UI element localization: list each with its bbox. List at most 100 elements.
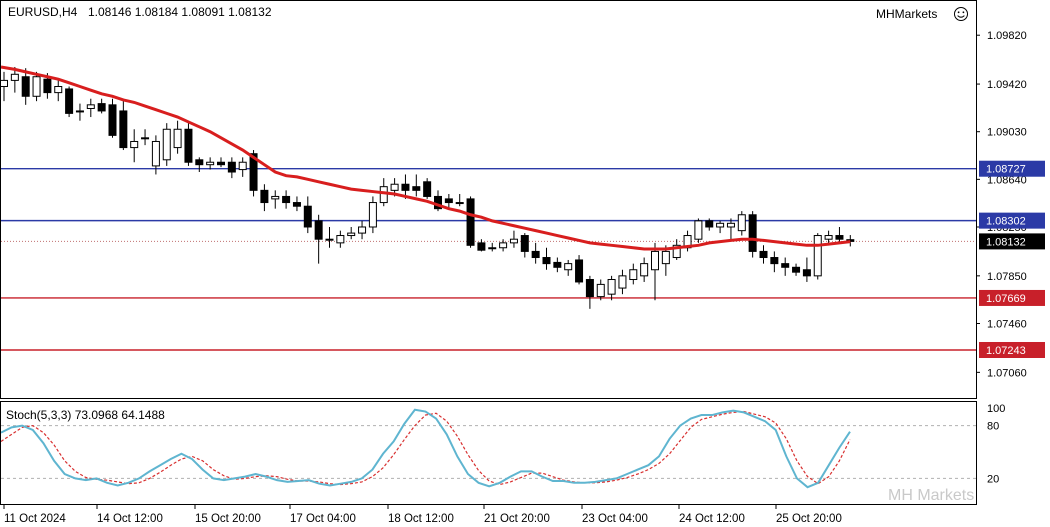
symbol-label: EURUSD,H4	[8, 5, 78, 19]
candle	[542, 247, 551, 270]
candle	[282, 190, 291, 209]
candle-body-bear	[119, 110, 128, 149]
level-price-tag	[979, 341, 1045, 358]
candle	[434, 190, 442, 212]
candle-body-bear	[314, 220, 323, 240]
candle-body-bear	[401, 183, 410, 191]
candle-body-bear	[759, 250, 768, 259]
price-tick-label: 1.09420	[987, 79, 1027, 91]
candle-body-bear	[249, 153, 258, 191]
candle	[802, 257, 811, 282]
candle	[607, 275, 616, 301]
candle-body-bull	[672, 244, 681, 259]
candles	[0, 66, 855, 309]
price-tick-label: 1.08640	[987, 174, 1027, 186]
candle-body-bear	[477, 242, 486, 251]
candle-body-bull	[0, 79, 8, 88]
candle	[108, 98, 117, 138]
candle-body-bull	[716, 222, 725, 228]
candle-body-bear	[217, 161, 225, 166]
price-axis: 1.098201.094201.090301.086401.082501.078…	[976, 30, 1045, 379]
candle-body-bear	[292, 202, 301, 207]
time-tick-label: 25 Oct 20:00	[776, 513, 842, 525]
stochastic-label: Stoch(5,3,3) 73.0968 64.1488	[6, 408, 165, 422]
candle	[759, 245, 768, 264]
candle-body-bull	[455, 202, 464, 205]
candle-body-bull	[629, 269, 638, 281]
level-price-tag-label: 1.08302	[986, 216, 1026, 228]
stoch-tick-label: 80	[987, 421, 999, 433]
candle	[86, 98, 95, 118]
smiley-icon[interactable]	[954, 7, 968, 21]
candle-body-bear	[542, 257, 551, 265]
candle	[75, 103, 84, 121]
stoch-tick-label: 20	[987, 473, 999, 485]
price-tick-label: 1.07060	[987, 367, 1027, 379]
level-price-tag-label: 1.07669	[986, 293, 1026, 305]
candle	[499, 239, 508, 252]
candle	[748, 211, 757, 258]
level-price-tag	[979, 160, 1045, 177]
stoch-signal-line	[0, 410, 851, 486]
candle-body-bull	[499, 242, 508, 249]
candle-body-bull	[607, 279, 616, 295]
candle-body-bull	[325, 238, 334, 241]
candle	[455, 194, 464, 207]
candle-body-bull	[336, 235, 345, 244]
candle	[520, 233, 529, 258]
candle-body-bear	[585, 279, 594, 298]
candle	[531, 242, 540, 264]
candle	[672, 239, 681, 260]
candle-body-bull	[271, 195, 280, 200]
candle-body-bear	[227, 161, 236, 173]
candle	[770, 251, 779, 273]
candle-body-bull	[206, 161, 215, 166]
candle-body-bull	[618, 275, 627, 289]
candle	[694, 218, 703, 243]
candle-body-bull	[368, 202, 377, 228]
candle-body-bear	[748, 214, 757, 252]
candle	[629, 263, 638, 285]
candle	[358, 220, 367, 240]
candle	[162, 123, 171, 166]
broker-label: MHMarkets	[876, 7, 937, 21]
candle	[303, 196, 312, 234]
price-tick-label: 1.09820	[987, 30, 1027, 42]
candle-body-bear	[21, 76, 30, 97]
time-tick-label: 17 Oct 04:00	[290, 513, 356, 525]
candle	[444, 194, 453, 209]
candle	[596, 279, 605, 301]
candle-body-bull	[162, 128, 171, 161]
candle	[553, 257, 562, 273]
candle-body-bull	[651, 250, 659, 271]
candle	[10, 66, 19, 93]
candle	[585, 275, 594, 309]
candle-body-bull	[509, 238, 518, 244]
time-tick-label: 24 Oct 12:00	[679, 513, 745, 525]
time-tick-label: 14 Oct 12:00	[97, 513, 163, 525]
candle-body-bull	[238, 161, 247, 171]
candle	[227, 157, 236, 179]
candle	[640, 257, 649, 282]
candle-body-bull	[726, 222, 735, 228]
candle	[141, 129, 150, 146]
horizontal-levels	[1, 168, 976, 351]
candle	[336, 230, 345, 248]
stochastic-pane: 100 80 20	[0, 403, 1005, 489]
candle-body-bear	[97, 103, 106, 112]
candle	[726, 218, 735, 240]
current-price-tag	[979, 233, 1045, 250]
candle-body-bear	[531, 250, 540, 259]
candle-body-bear	[835, 235, 844, 240]
candle-body-bear	[184, 128, 193, 163]
candle-body-bull	[596, 283, 605, 298]
candle-body-bull	[75, 110, 84, 113]
candle	[325, 226, 334, 248]
candle-body-bear	[520, 235, 529, 252]
candle	[206, 157, 215, 170]
level-price-tag-label: 1.07243	[986, 345, 1026, 357]
candle	[314, 214, 323, 264]
candle-body-bull	[358, 226, 367, 234]
candle	[217, 157, 225, 168]
